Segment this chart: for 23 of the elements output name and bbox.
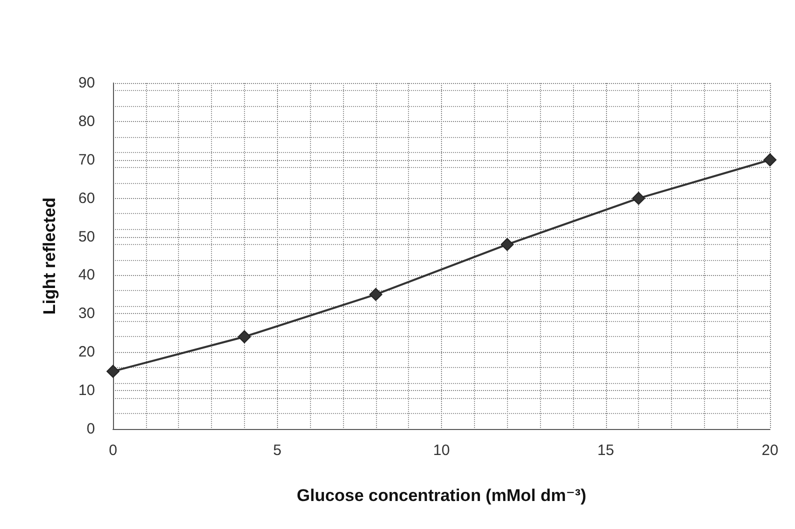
point: [369, 288, 382, 301]
x-tick-label: 5: [273, 442, 282, 459]
point: [764, 153, 776, 166]
y-axis-title: Light reflected: [40, 197, 59, 315]
y-tick-label: 0: [86, 420, 95, 438]
point: [500, 238, 514, 251]
y-tick-label: 80: [78, 112, 95, 130]
y-tick-label: 50: [78, 228, 95, 246]
y-tick-label: 90: [78, 74, 95, 92]
y-tick-label: 40: [78, 266, 95, 284]
x-axis-title: Glucose concentration (mMol dm⁻³): [296, 486, 586, 505]
x-tick-label: 0: [108, 442, 118, 459]
x-tick-label: 15: [597, 442, 614, 459]
x-tick-label: 10: [433, 442, 450, 459]
y-tick-label: 20: [78, 344, 95, 361]
point: [632, 192, 646, 205]
point: [238, 330, 251, 344]
point: [106, 364, 120, 378]
y-tick-label: 30: [78, 305, 95, 322]
y-tick-label: 60: [78, 190, 95, 207]
y-tick-label: 70: [78, 151, 95, 168]
x-tick-label: 20: [762, 442, 778, 459]
y-tick-label: 10: [78, 382, 95, 400]
